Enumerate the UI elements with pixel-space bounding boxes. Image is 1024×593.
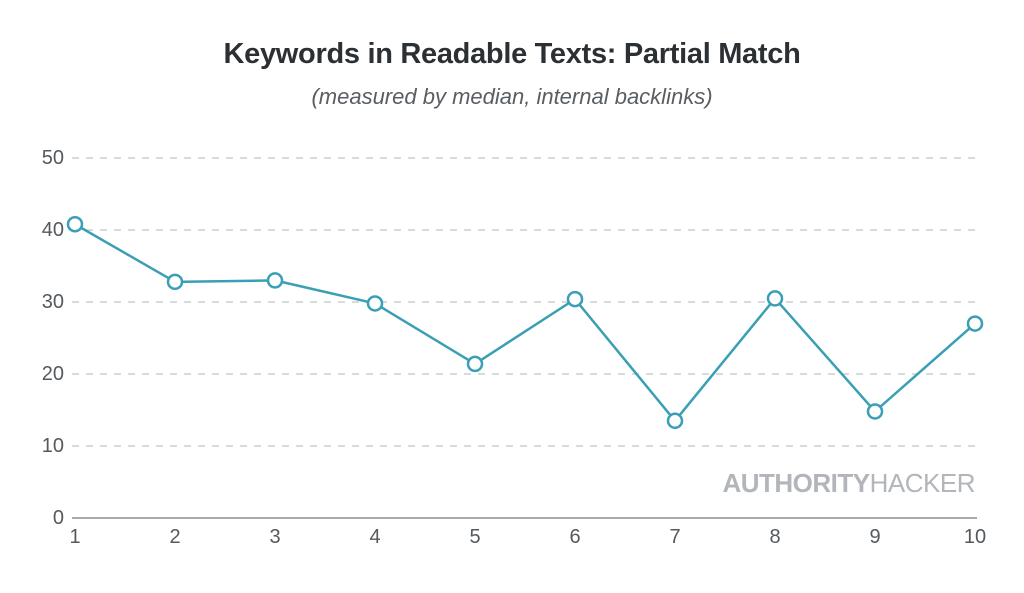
- authorityhacker-logo: AUTHORITYHACKER: [722, 468, 975, 499]
- data-point-marker: [266, 272, 284, 289]
- y-tick-label: 40: [41, 219, 64, 241]
- y-tick-label: 20: [41, 363, 64, 385]
- data-line: [74, 223, 976, 423]
- x-tick-label: 6: [569, 526, 581, 548]
- y-tick-label: 0: [52, 507, 64, 529]
- data-point-marker: [166, 273, 184, 291]
- data-point-marker: [466, 355, 484, 373]
- data-point-marker: [666, 412, 684, 430]
- logo-authority-text: AUTHORITY: [722, 468, 870, 498]
- x-tick-label: 10: [963, 526, 987, 548]
- data-point-marker: [966, 315, 984, 332]
- x-tick-label: 5: [469, 526, 481, 548]
- x-tick-label: 8: [769, 526, 781, 548]
- data-point-marker: [366, 295, 384, 312]
- data-point-marker: [766, 290, 784, 307]
- data-point-marker: [866, 403, 884, 420]
- chart-title: Keywords in Readable Texts: Partial Matc…: [223, 38, 801, 70]
- y-tick-label: 30: [41, 291, 64, 313]
- x-tick-label: 4: [369, 526, 381, 548]
- x-tick-label: 2: [169, 526, 181, 548]
- data-point-marker: [66, 215, 84, 233]
- x-tick-label: 3: [269, 526, 281, 548]
- x-tick-label: 1: [69, 526, 81, 548]
- y-tick-label: 50: [41, 147, 64, 169]
- x-tick-label: 7: [669, 526, 681, 548]
- chart-subtitle: (measured by median, internal backlinks): [311, 84, 713, 109]
- logo-hacker-text: HACKER: [869, 468, 976, 498]
- y-tick-label: 10: [41, 435, 64, 457]
- x-tick-label: 9: [869, 526, 881, 548]
- data-point-marker: [566, 290, 584, 308]
